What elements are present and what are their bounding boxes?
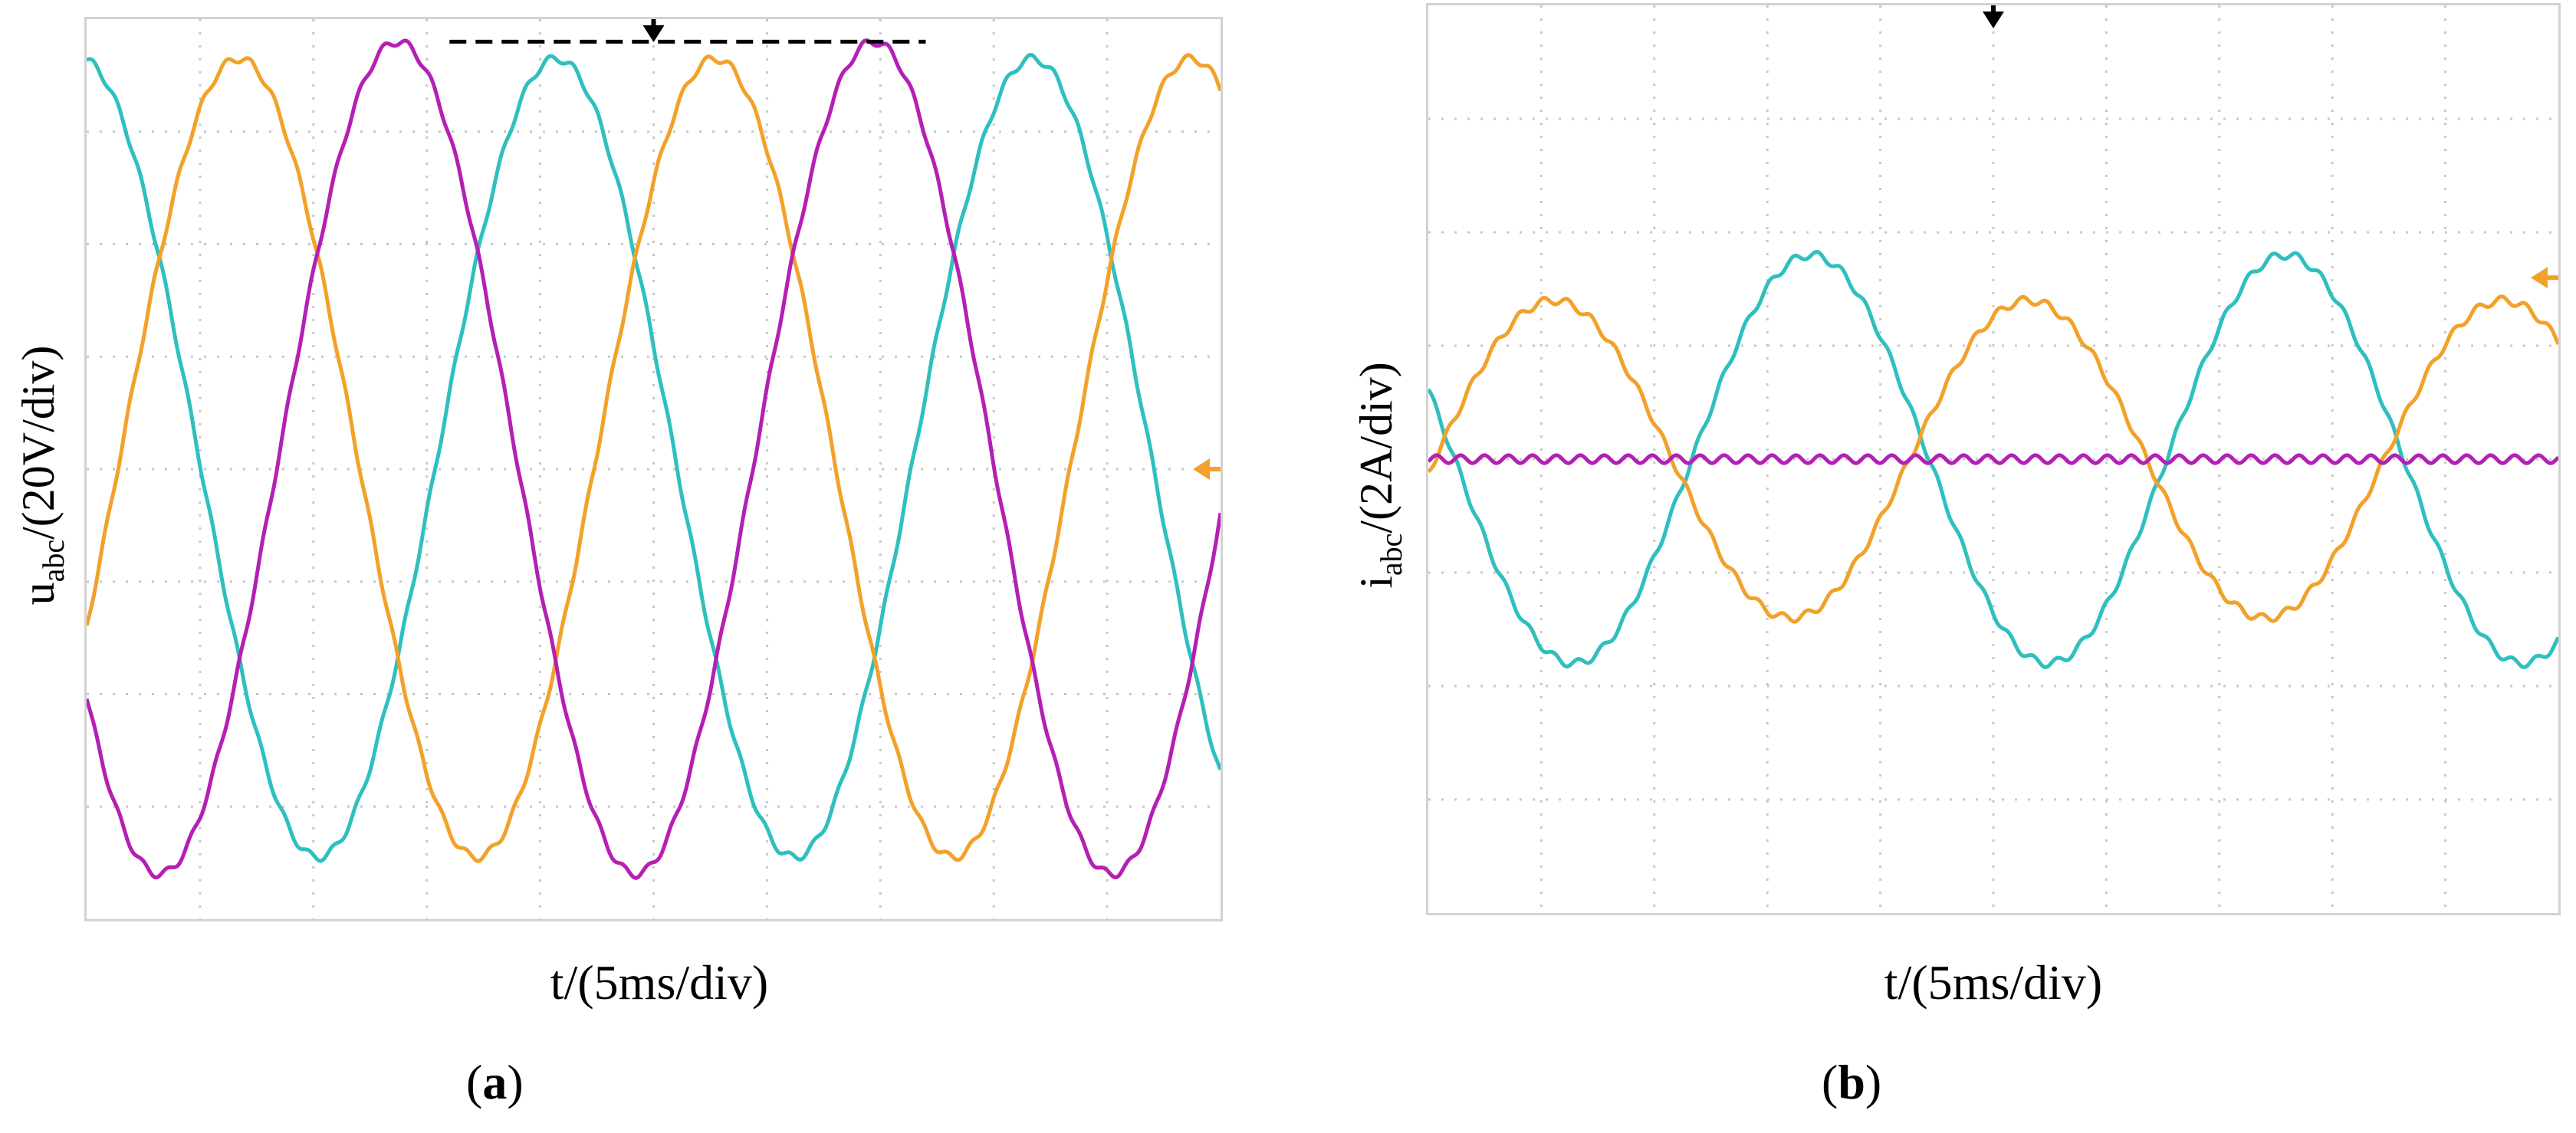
- waveform-series-3-a: [87, 38, 1221, 880]
- level-marker-icon-b: [2531, 267, 2558, 289]
- oscilloscope-plot-a: [84, 17, 1223, 921]
- level-marker-icon-a: [1193, 458, 1221, 480]
- caption-b: (b): [1822, 1055, 1882, 1109]
- x-axis-label-b: t/(5ms/div): [1884, 955, 2103, 1010]
- caption-a: (a): [466, 1055, 524, 1109]
- trigger-marker-icon-a: [642, 19, 665, 42]
- waveform-series-2-b: [1428, 294, 2558, 624]
- y-axis-label-a: uabc/(20V/div): [13, 345, 71, 606]
- trigger-marker-icon-b: [1983, 5, 2004, 28]
- waveform-svg-a: [87, 19, 1221, 919]
- waveform-series-1-b: [1428, 250, 2558, 669]
- waveform-series-3-b: [1428, 453, 2558, 465]
- waveform-series-1-a: [87, 53, 1221, 863]
- waveform-svg-b: [1428, 5, 2558, 913]
- x-axis-label-a: t/(5ms/div): [550, 955, 769, 1010]
- y-axis-label-b: iabc/(2A/div): [1351, 362, 1408, 589]
- oscilloscope-plot-b: [1426, 3, 2561, 915]
